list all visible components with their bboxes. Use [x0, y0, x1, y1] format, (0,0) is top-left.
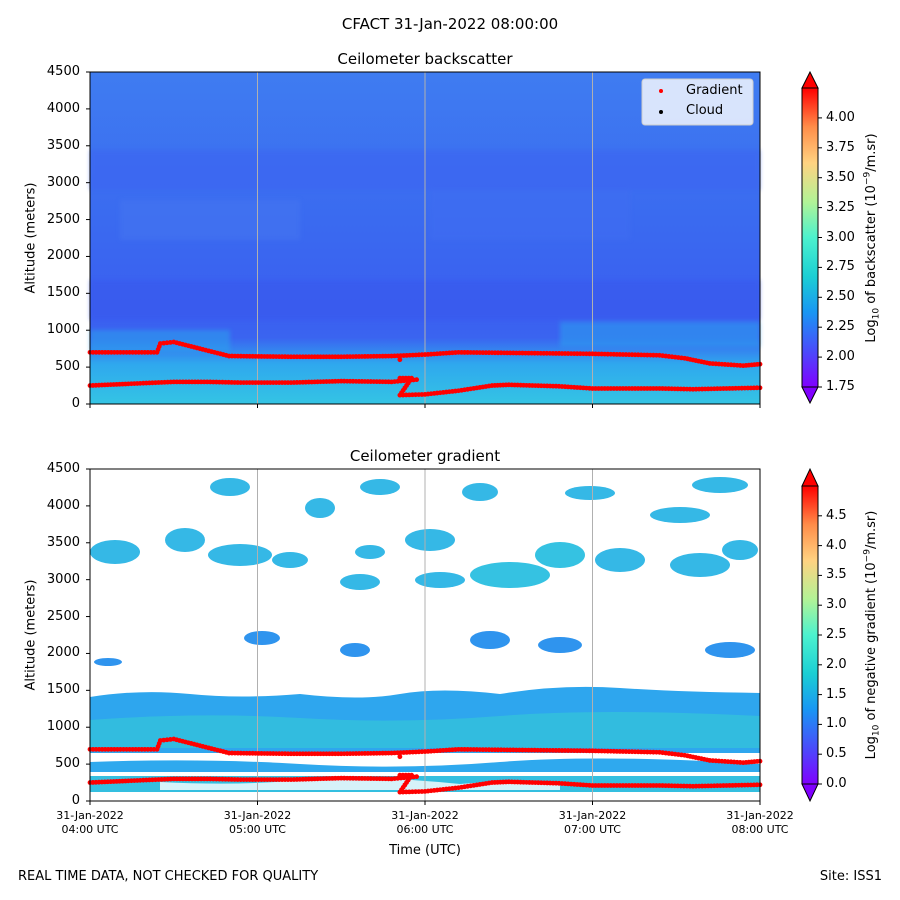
footer-site: Site: ISS1: [819, 869, 882, 884]
y-tick-label: 2500: [46, 211, 80, 227]
backscatter-colorbar-label: Log10 of backscatter (10−9/m.sr): [862, 133, 882, 343]
gradient-gradient-markers: [87, 736, 763, 795]
y-tick-label: 1000: [46, 719, 80, 735]
legend-cloud-marker: [659, 110, 663, 114]
x-tick-date: 31-Jan-2022: [391, 809, 459, 822]
y-tick-label: 2000: [46, 645, 80, 661]
colorbar-tick-label: 2.5: [826, 627, 847, 642]
colorbar-tick-label: 3.25: [826, 199, 855, 215]
colorbar-tick-label: 2.50: [826, 289, 855, 305]
x-tick-time: 07:00 UTC: [563, 823, 621, 836]
colorbar-tick-label: 4.5: [826, 507, 847, 523]
x-tick-time: 08:00 UTC: [731, 823, 789, 836]
gradient-marker: [397, 754, 403, 760]
colorbar-tick-label: 3.5: [826, 567, 847, 583]
x-tick-date: 31-Jan-2022: [558, 809, 627, 822]
x-tick-time: 06:00 UTC: [396, 823, 454, 836]
colorbar-extend-min: [801, 386, 819, 405]
y-tick-label: 2500: [46, 608, 80, 624]
gradient-title: Ceilometer gradient: [349, 447, 501, 465]
x-tick-time: 04:00 UTC: [61, 823, 119, 836]
legend-cloud-label: Cloud: [686, 103, 724, 118]
colorbar-tick-label: 1.75: [826, 379, 855, 394]
colorbar-tick-label: 2.25: [826, 319, 855, 335]
y-tick-label: 0: [71, 396, 80, 411]
x-axis-label: Time (UTC): [389, 843, 461, 858]
legend: [641, 78, 754, 126]
gradient-colorbar-ticks: [818, 515, 822, 785]
y-tick-label: 3500: [46, 137, 80, 153]
backscatter-gridlines: [257, 72, 593, 404]
colorbar-tick-label: 0.5: [826, 746, 847, 762]
colorbar-tick-label: 2.00: [826, 349, 855, 365]
colorbar-tick-label: 3.75: [826, 139, 855, 155]
gradient-y-label: Altitude (meters): [23, 579, 39, 691]
colorbar-extend-max: [801, 70, 819, 89]
gradient-gridlines: [257, 469, 593, 801]
colorbar-tick-label: 2.75: [826, 259, 855, 275]
x-tick-date: 31-Jan-2022: [726, 809, 794, 822]
y-tick-label: 3000: [46, 571, 80, 587]
gradient-cloud-patches: [90, 477, 758, 666]
y-tick-label: 1500: [46, 682, 80, 698]
y-tick-label: 1000: [46, 322, 80, 338]
gradient-panel: [86, 467, 822, 805]
legend-gradient-label: Gradient: [686, 83, 743, 98]
x-tick-date: 31-Jan-2022: [223, 809, 292, 822]
y-tick-label: 3500: [46, 534, 80, 550]
gradient-colorbar: [801, 467, 822, 803]
colorbar-tick-label: 3.00: [826, 229, 855, 245]
y-tick-label: 4000: [46, 497, 80, 513]
backscatter-y-ticks: [86, 71, 90, 405]
gradient-colorbar-label: Log10 of negative gradient (10−9/m.sr): [862, 510, 882, 760]
y-tick-label: 2000: [46, 248, 80, 264]
y-tick-label: 0: [71, 793, 80, 808]
y-tick-label: 4500: [46, 64, 80, 79]
backscatter-colorbar: [801, 70, 822, 405]
y-tick-label: 500: [55, 756, 80, 772]
colorbar-gradient: [801, 87, 819, 388]
gradient-y-ticks: [86, 468, 90, 802]
colorbar-tick-label: 4.0: [826, 537, 847, 553]
gradient-marker: [397, 357, 403, 363]
colorbar-tick-label: 4.00: [826, 109, 855, 125]
backscatter-panel: [86, 70, 822, 408]
colorbar-tick-label: 3.50: [826, 169, 855, 185]
gradient-x-ticks: [89, 801, 761, 805]
y-tick-label: 1500: [46, 285, 80, 301]
colorbar2-extend-min: [801, 783, 819, 803]
colorbar-tick-label: 3.0: [826, 597, 847, 613]
footer-disclaimer: REAL TIME DATA, NOT CHECKED FOR QUALITY: [18, 869, 319, 884]
colorbar-tick-label: 2.0: [826, 656, 847, 672]
y-tick-label: 3000: [46, 174, 80, 190]
x-tick-date: 31-Jan-2022: [56, 809, 124, 822]
backscatter-y-label: Altitude (meters): [23, 182, 39, 294]
colorbar2-gradient: [801, 485, 819, 785]
legend-box: [641, 78, 754, 126]
colorbar2-extend-max: [801, 467, 819, 487]
colorbar-tick-label: 1.0: [826, 716, 847, 732]
y-tick-label: 4500: [46, 461, 80, 476]
backscatter-x-ticks: [89, 404, 761, 408]
colorbar-tick-label: 0.0: [826, 776, 847, 791]
y-tick-label: 500: [55, 359, 80, 375]
colorbar-tick-label: 1.5: [826, 686, 847, 702]
y-tick-label: 4000: [46, 100, 80, 116]
gradient-marker: [414, 774, 420, 780]
x-tick-time: 05:00 UTC: [228, 823, 286, 836]
backscatter-colorbar-ticks: [818, 117, 822, 388]
gradient-marker: [414, 377, 420, 383]
legend-gradient-marker: [659, 89, 663, 93]
figure-title: CFACT 31-Jan-2022 08:00:00: [341, 15, 559, 33]
backscatter-title: Ceilometer backscatter: [337, 50, 513, 68]
